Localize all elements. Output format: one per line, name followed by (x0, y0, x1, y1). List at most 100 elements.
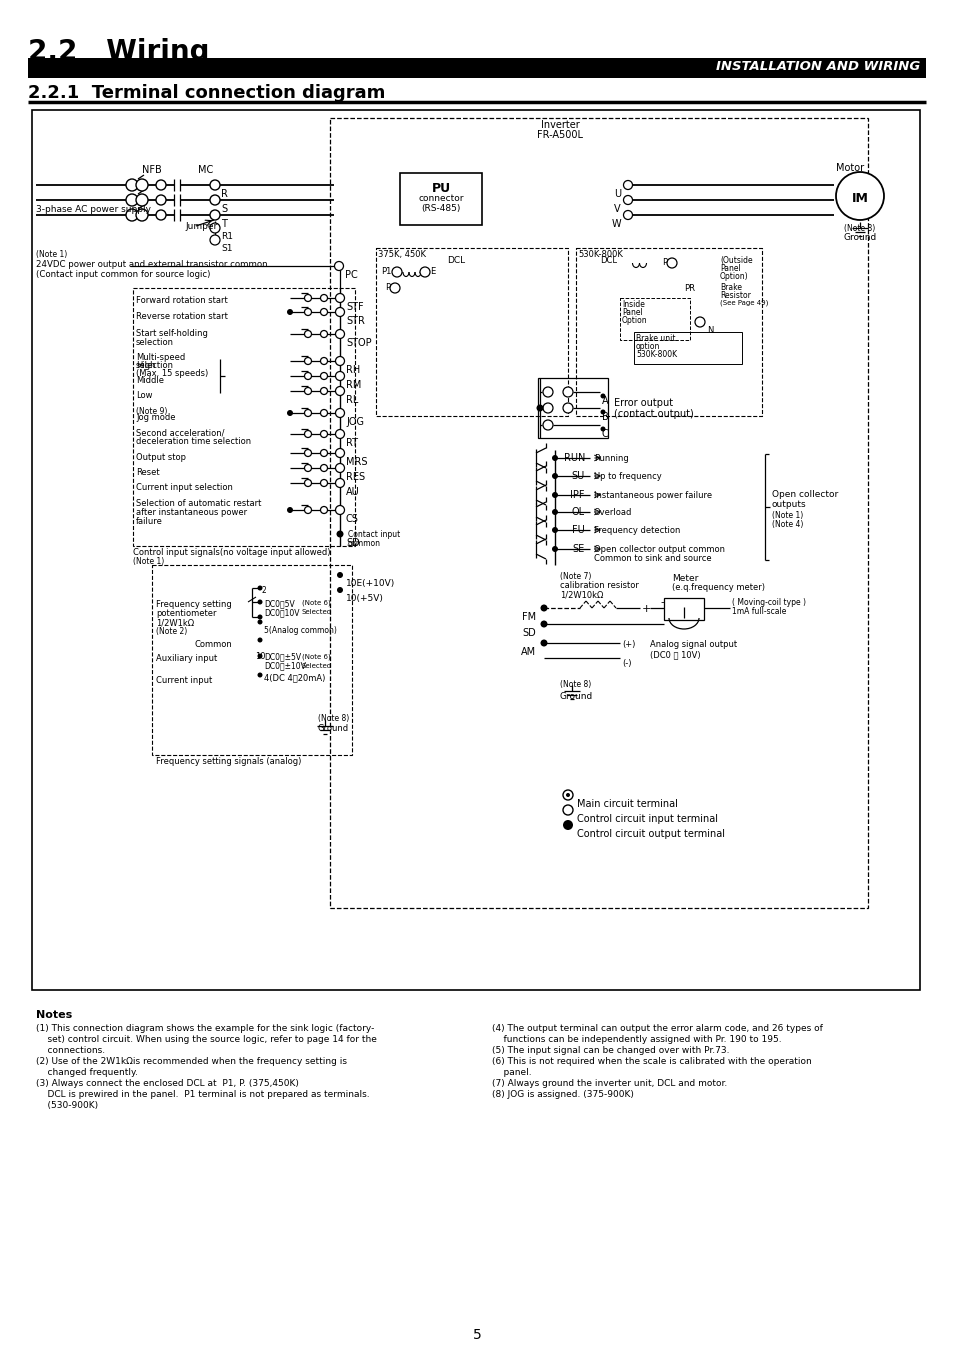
Text: U: U (613, 189, 620, 199)
Text: DCL is prewired in the panel.  P1 terminal is not prepared as terminals.: DCL is prewired in the panel. P1 termina… (36, 1090, 369, 1098)
Text: deceleration time selection: deceleration time selection (136, 436, 251, 446)
Text: DC0～±10V: DC0～±10V (264, 661, 306, 670)
Circle shape (599, 393, 605, 399)
Text: STF: STF (346, 303, 363, 312)
Text: 1/2W10kΩ: 1/2W10kΩ (559, 590, 602, 598)
Text: connector: connector (417, 195, 463, 203)
Text: Instantaneous power failure: Instantaneous power failure (594, 490, 711, 500)
Text: changed frequently.: changed frequently. (36, 1069, 138, 1077)
Text: failure: failure (136, 517, 163, 526)
Text: NFB: NFB (142, 165, 162, 176)
Text: Overload: Overload (594, 508, 632, 517)
Text: Up to frequency: Up to frequency (594, 471, 661, 481)
Text: PR: PR (683, 284, 695, 293)
Text: SD: SD (346, 538, 359, 549)
Circle shape (542, 420, 553, 430)
Circle shape (419, 267, 430, 277)
Text: FM: FM (521, 612, 536, 621)
Text: 3-phase AC power supply: 3-phase AC power supply (36, 205, 151, 213)
Circle shape (304, 388, 312, 394)
Text: Analog signal output: Analog signal output (649, 640, 737, 648)
Text: Middle: Middle (136, 376, 164, 385)
Circle shape (304, 409, 312, 416)
Circle shape (304, 431, 312, 438)
Text: SE: SE (572, 544, 584, 554)
Text: (Note 6): (Note 6) (302, 600, 331, 607)
Circle shape (335, 372, 344, 381)
Text: functions can be independently assigned with Pr. 190 to 195.: functions can be independently assigned … (492, 1035, 781, 1044)
Circle shape (257, 673, 262, 677)
Text: DCL: DCL (599, 255, 617, 265)
Circle shape (335, 449, 344, 458)
Text: IPF: IPF (570, 490, 584, 500)
Text: S: S (221, 204, 227, 213)
Circle shape (320, 295, 327, 301)
Text: A: A (601, 396, 608, 407)
Circle shape (336, 571, 343, 578)
Text: Brake unit: Brake unit (636, 334, 675, 343)
Text: Running: Running (594, 454, 628, 463)
Text: RT: RT (346, 438, 357, 449)
Circle shape (156, 180, 166, 190)
Circle shape (335, 478, 344, 488)
Circle shape (562, 820, 573, 830)
Text: (5) The input signal can be changed over with Pr.73.: (5) The input signal can be changed over… (492, 1046, 729, 1055)
Text: 1mA full-scale: 1mA full-scale (731, 607, 785, 616)
Text: 10E(+10V): 10E(+10V) (346, 580, 395, 588)
Text: Open collector: Open collector (771, 490, 838, 499)
Text: (Note 2): (Note 2) (156, 627, 187, 636)
Circle shape (136, 178, 148, 190)
Text: PC: PC (345, 270, 357, 280)
Text: Selection of automatic restart: Selection of automatic restart (136, 499, 261, 508)
Text: (1) This connection diagram shows the example for the sink logic (factory-: (1) This connection diagram shows the ex… (36, 1024, 374, 1034)
Text: RES: RES (346, 471, 365, 482)
Text: set) control circuit. When using the source logic, refer to page 14 for the: set) control circuit. When using the sou… (36, 1035, 376, 1044)
Text: (DC0 ～ 10V): (DC0 ～ 10V) (649, 650, 700, 659)
Text: SD: SD (521, 628, 536, 638)
Text: after instantaneous power: after instantaneous power (136, 508, 247, 517)
Circle shape (552, 546, 558, 553)
Text: 530K-800K: 530K-800K (636, 350, 677, 359)
Circle shape (552, 473, 558, 480)
Circle shape (320, 480, 327, 486)
Circle shape (335, 308, 344, 316)
Circle shape (599, 409, 605, 415)
Text: C: C (601, 430, 608, 439)
Text: Control circuit output terminal: Control circuit output terminal (577, 830, 724, 839)
Text: (Note 1): (Note 1) (36, 250, 67, 259)
Text: P1: P1 (381, 267, 392, 276)
Text: DC0～5V: DC0～5V (264, 598, 294, 608)
Bar (619, 299, 689, 340)
Text: Panel: Panel (621, 308, 642, 317)
Circle shape (126, 178, 138, 190)
Text: R: R (221, 189, 228, 199)
Circle shape (336, 586, 343, 593)
Text: RUN: RUN (563, 453, 584, 463)
Text: Frequency setting signals (analog): Frequency setting signals (analog) (156, 757, 301, 766)
Text: 2.2   Wiring: 2.2 Wiring (28, 38, 210, 66)
Text: RH: RH (346, 365, 360, 376)
Circle shape (552, 509, 558, 515)
Circle shape (320, 358, 327, 365)
Circle shape (320, 409, 327, 416)
Circle shape (304, 295, 312, 301)
Circle shape (210, 195, 220, 205)
Text: common: common (348, 539, 380, 549)
Text: STOP: STOP (346, 338, 372, 349)
Circle shape (320, 373, 327, 380)
Text: P: P (661, 258, 666, 267)
Text: 1/2W1kΩ: 1/2W1kΩ (156, 617, 193, 627)
Text: (Note 8): (Note 8) (317, 713, 349, 723)
Text: FU: FU (572, 526, 584, 535)
Circle shape (320, 308, 327, 316)
Circle shape (320, 450, 327, 457)
Text: Frequency detection: Frequency detection (594, 526, 679, 535)
Circle shape (335, 430, 344, 439)
Circle shape (390, 282, 399, 293)
Text: Control input signals(no voltage input allowed): Control input signals(no voltage input a… (132, 549, 330, 557)
Text: 530K-800K: 530K-800K (578, 250, 622, 259)
Text: Reverse rotation start: Reverse rotation start (136, 312, 228, 322)
Text: 2.2.1  Terminal connection diagram: 2.2.1 Terminal connection diagram (28, 84, 385, 101)
Circle shape (304, 358, 312, 365)
Text: (6) This is not required when the scale is calibrated with the operation: (6) This is not required when the scale … (492, 1056, 811, 1066)
